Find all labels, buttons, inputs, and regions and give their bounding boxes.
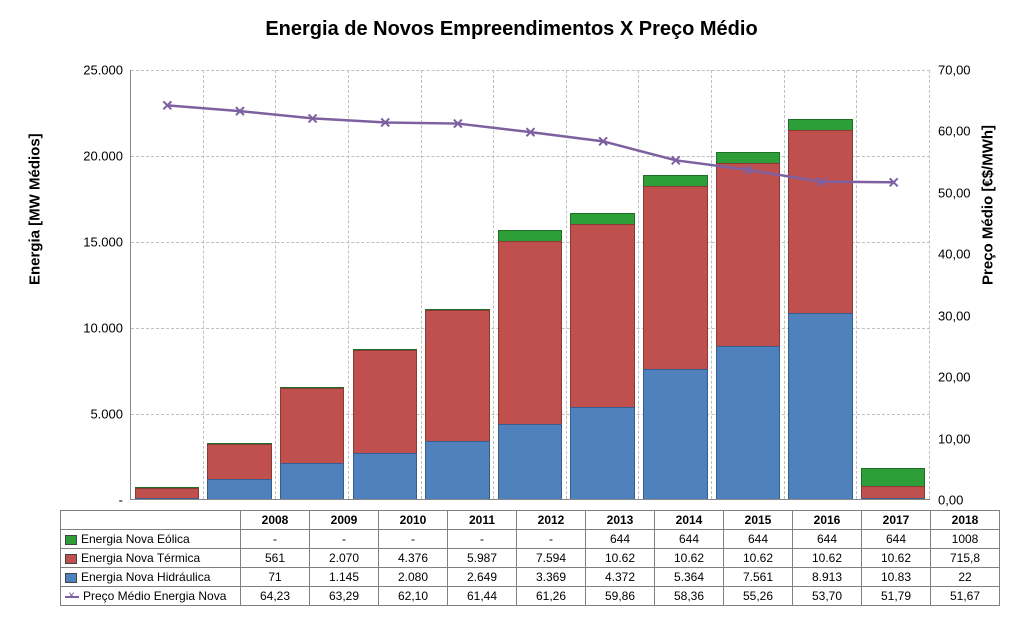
table-cell: 2.080	[379, 568, 448, 587]
series-name-cell: × Preço Médio Energia Nova	[61, 587, 241, 606]
chart-title: Energia de Novos Empreendimentos X Preço…	[10, 10, 1013, 41]
table-cell: 10.62	[724, 549, 793, 568]
table-cell: 4.376	[379, 549, 448, 568]
plot-area: -5.00010.00015.00020.00025.000 0,0010,00…	[130, 70, 930, 500]
y2-tick-label: 10,00	[930, 431, 971, 446]
series-name-text: Energia Nova Hidráulica	[81, 570, 210, 584]
table-corner-cell	[61, 511, 241, 530]
y2-tick-label: 70,00	[930, 63, 971, 78]
table-cell: 561	[241, 549, 310, 568]
table-cell: 63,29	[310, 587, 379, 606]
table-cell: 58,36	[655, 587, 724, 606]
legend-swatch	[65, 554, 77, 564]
table-cell: 7.594	[517, 549, 586, 568]
table-year-header: 2012	[517, 511, 586, 530]
table-year-header: 2016	[793, 511, 862, 530]
table-cell: 2.649	[448, 568, 517, 587]
y2-tick-label: 0,00	[930, 493, 963, 508]
table-cell: 1008	[931, 530, 1000, 549]
table-cell: 644	[793, 530, 862, 549]
table-cell: 64,23	[241, 587, 310, 606]
table-header-row: 2008200920102011201220132014201520162017…	[61, 511, 1000, 530]
table-cell: 10.62	[862, 549, 931, 568]
table-cell: -	[448, 530, 517, 549]
series-name-text: Preço Médio Energia Nova	[83, 589, 226, 603]
legend-swatch	[65, 573, 77, 583]
series-name-text: Energia Nova Eólica	[81, 532, 190, 546]
table-year-header: 2013	[586, 511, 655, 530]
table-cell: 4.372	[586, 568, 655, 587]
table-cell: 10.62	[586, 549, 655, 568]
table-cell: 715,8	[931, 549, 1000, 568]
legend-swatch-line: ×	[65, 592, 79, 602]
legend-swatch	[65, 535, 77, 545]
table-cell: 51,79	[862, 587, 931, 606]
table-cell: 5.987	[448, 549, 517, 568]
price-polyline	[167, 105, 893, 182]
table-year-header: 2015	[724, 511, 793, 530]
y2-tick-label: 50,00	[930, 185, 971, 200]
table-cell: 71	[241, 568, 310, 587]
table-cell: 8.913	[793, 568, 862, 587]
table-row: Energia Nova Eólica-----6446446446446441…	[61, 530, 1000, 549]
y1-tick-label: 25.000	[83, 63, 131, 78]
table-year-header: 2008	[241, 511, 310, 530]
table-year-header: 2009	[310, 511, 379, 530]
table-cell: 3.369	[517, 568, 586, 587]
table-cell: 10.62	[793, 549, 862, 568]
y1-tick-label: 15.000	[83, 235, 131, 250]
table-year-header: 2010	[379, 511, 448, 530]
table-cell: 7.561	[724, 568, 793, 587]
table-year-header: 2018	[931, 511, 1000, 530]
y2-axis-label: Preço Médio [€$/MWh]	[980, 125, 997, 285]
y2-tick-label: 60,00	[930, 124, 971, 139]
table-year-header: 2011	[448, 511, 517, 530]
y1-tick-label: 5.000	[90, 407, 131, 422]
table-cell: 10.83	[862, 568, 931, 587]
series-name-text: Energia Nova Térmica	[81, 551, 200, 565]
table-row: × Preço Médio Energia Nova 64,2363,2962,10…	[61, 587, 1000, 606]
table-cell: -	[241, 530, 310, 549]
table-cell: 53,70	[793, 587, 862, 606]
table-row: Energia Nova Térmica 5612.0704.3765.9877.…	[61, 549, 1000, 568]
table-cell: 61,26	[517, 587, 586, 606]
table-cell: 644	[586, 530, 655, 549]
table-row: Energia Nova Hidráulica 711.1452.0802.649…	[61, 568, 1000, 587]
table-cell: 55,26	[724, 587, 793, 606]
y2-tick-label: 30,00	[930, 308, 971, 323]
y1-tick-label: -	[119, 493, 131, 508]
table-cell: 10.62	[655, 549, 724, 568]
table-cell: 644	[655, 530, 724, 549]
table-cell: 51,67	[931, 587, 1000, 606]
table-cell: -	[379, 530, 448, 549]
table-cell: 59,86	[586, 587, 655, 606]
y1-tick-label: 10.000	[83, 321, 131, 336]
series-name-cell: Energia Nova Hidráulica	[61, 568, 241, 587]
table-cell: 5.364	[655, 568, 724, 587]
data-table: 2008200920102011201220132014201520162017…	[60, 510, 1000, 606]
table-cell: 1.145	[310, 568, 379, 587]
table-cell: -	[517, 530, 586, 549]
table-cell: 644	[724, 530, 793, 549]
table-year-header: 2014	[655, 511, 724, 530]
y2-tick-label: 40,00	[930, 247, 971, 262]
series-name-cell: Energia Nova Térmica	[61, 549, 241, 568]
y1-axis-label: Energia [MW Médios]	[27, 133, 44, 285]
y1-tick-label: 20.000	[83, 149, 131, 164]
table-cell: 22	[931, 568, 1000, 587]
table-cell: 61,44	[448, 587, 517, 606]
table-cell: -	[310, 530, 379, 549]
y2-tick-label: 20,00	[930, 370, 971, 385]
price-line	[131, 70, 930, 499]
chart-container: Energia de Novos Empreendimentos X Preço…	[10, 10, 1013, 628]
series-name-cell: Energia Nova Eólica	[61, 530, 241, 549]
table-cell: 2.070	[310, 549, 379, 568]
table-cell: 62,10	[379, 587, 448, 606]
table-year-header: 2017	[862, 511, 931, 530]
table-cell: 644	[862, 530, 931, 549]
